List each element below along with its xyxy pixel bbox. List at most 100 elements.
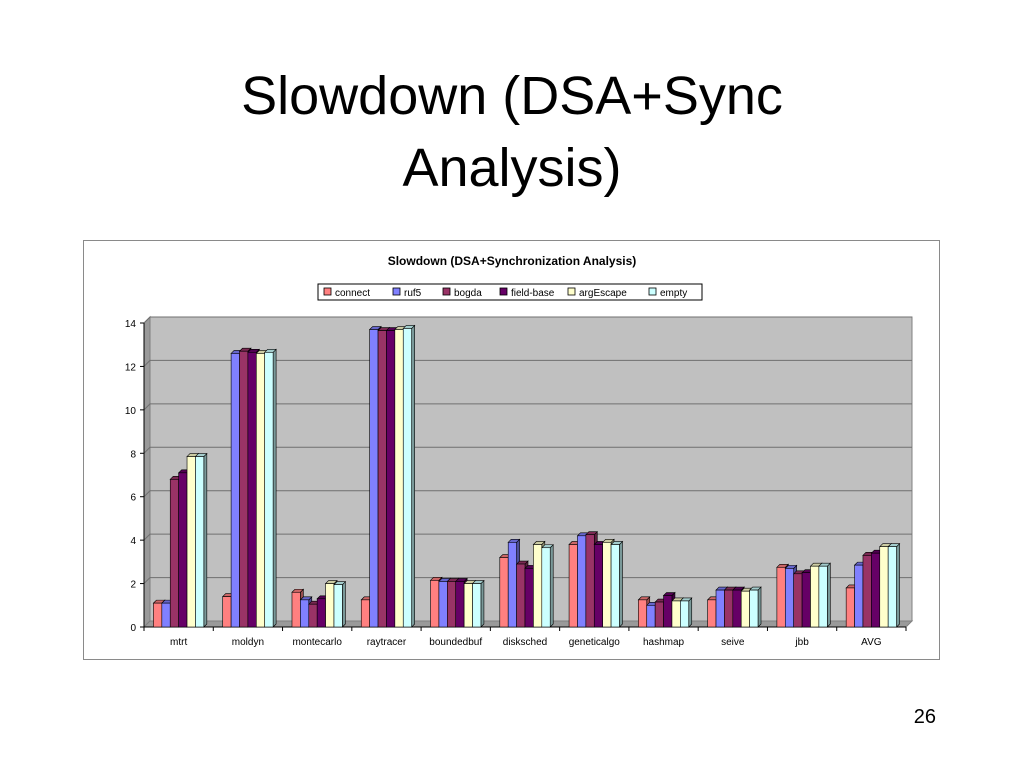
bar-empty-jbb [818, 565, 828, 628]
bar-empty-moldyn [264, 352, 274, 628]
bar-field-base-moldyn [247, 352, 257, 628]
bar-empty-boundedbuf [472, 583, 482, 628]
bar-side-empty-montecarlo [342, 580, 346, 628]
bar-field-base-AVG [871, 552, 881, 628]
bar-bogda-montecarlo [308, 603, 318, 628]
x-tick-label-boundedbuf: boundedbuf [429, 637, 482, 648]
bar-field-base-hashmap [663, 595, 673, 628]
bar-argEscape-mtrt [186, 456, 196, 628]
bar-connect-geneticalgo [568, 544, 578, 628]
y-tick-label-6: 6 [130, 493, 136, 504]
bar-empty-hashmap [680, 600, 690, 628]
bar-argEscape-jbb [810, 565, 820, 628]
legend-label-bogda: bogda [454, 288, 482, 299]
bar-argEscape-boundedbuf [463, 583, 473, 628]
bar-ruf5-disksched [507, 542, 517, 628]
gridline-12 [143, 359, 912, 367]
bar-ruf5-hashmap [646, 604, 656, 628]
y-tick-label-8: 8 [130, 449, 136, 460]
bar-argEscape-montecarlo [325, 583, 335, 628]
bar-bogda-boundedbuf [447, 581, 457, 628]
bar-side-empty-mtrt [203, 452, 208, 628]
bar-connect-raytracer [360, 599, 370, 628]
legend-swatch-argEscape [567, 287, 576, 296]
bar-field-base-raytracer [386, 330, 396, 628]
y-tick-label-2: 2 [130, 580, 136, 591]
bar-chart: Slowdown (DSA+Synchronization Analysis) c… [125, 254, 914, 648]
bar-ruf5-mtrt [161, 602, 171, 628]
bar-argEscape-seive [740, 590, 750, 628]
bar-empty-montecarlo [333, 584, 343, 628]
legend-swatch-empty [648, 287, 657, 296]
slide-title: Slowdown (DSA+Sync Analysis) [0, 60, 1024, 204]
slide-title-line-2: Analysis) [402, 138, 622, 198]
slide-title-line-1: Slowdown (DSA+Sync [241, 66, 783, 126]
bar-ruf5-moldyn [230, 353, 240, 628]
y-tick-label-4: 4 [130, 536, 136, 547]
gridline-14 [143, 316, 912, 324]
bar-bogda-hashmap [654, 601, 664, 628]
legend-swatch-connect [323, 287, 332, 296]
gridline-2 [143, 577, 912, 584]
bar-connect-montecarlo [291, 591, 301, 628]
x-tick-label-disksched: disksched [503, 637, 547, 648]
x-tick-label-jbb: jbb [794, 637, 809, 648]
bar-field-base-montecarlo [316, 598, 326, 628]
chart-title: Slowdown (DSA+Synchronization Analysis) [388, 254, 637, 268]
bar-side-empty-raytracer [411, 324, 415, 628]
slide-number: 26 [913, 706, 936, 728]
bar-ruf5-jbb [784, 568, 794, 628]
x-tick-label-mtrt: mtrt [170, 637, 187, 648]
bar-bogda-AVG [862, 555, 872, 628]
bar-connect-boundedbuf [430, 580, 440, 628]
bar-argEscape-geneticalgo [602, 542, 612, 628]
bar-side-empty-boundedbuf [480, 579, 485, 628]
x-tick-label-geneticalgo: geneticalgo [569, 637, 621, 648]
bar-ruf5-geneticalgo [577, 535, 587, 628]
legend-swatch-ruf5 [392, 287, 401, 296]
bar-connect-moldyn [222, 596, 232, 628]
x-tick-label-seive: seive [721, 637, 745, 648]
bar-connect-mtrt [153, 602, 163, 628]
y-tick-label-12: 12 [125, 362, 137, 373]
x-tick-label-AVG: AVG [861, 637, 882, 648]
bar-empty-geneticalgo [610, 544, 620, 628]
x-tick-label-hashmap: hashmap [643, 637, 685, 648]
gridline-8 [143, 446, 912, 454]
bar-side-empty-geneticalgo [619, 540, 623, 628]
bar-bogda-disksched [516, 563, 526, 628]
bar-field-base-seive [732, 589, 742, 628]
legend-label-connect: connect [335, 288, 370, 299]
bar-argEscape-moldyn [256, 353, 266, 628]
bar-field-base-boundedbuf [455, 581, 465, 628]
bar-side-empty-moldyn [272, 348, 277, 628]
legend-label-ruf5: ruf5 [404, 288, 422, 299]
bar-connect-seive [707, 599, 717, 628]
bar-connect-AVG [845, 587, 855, 628]
bar-ruf5-AVG [854, 564, 864, 628]
bar-bogda-mtrt [169, 479, 179, 628]
bar-empty-mtrt [195, 456, 205, 628]
bar-ruf5-raytracer [369, 329, 379, 628]
legend-swatch-field-base [499, 287, 508, 296]
legend-swatch-bogda [442, 287, 451, 296]
legend-box [317, 283, 703, 301]
bar-bogda-seive [724, 589, 734, 628]
bar-side-empty-AVG [896, 542, 900, 628]
y-tick-label-10: 10 [125, 406, 137, 417]
bar-field-base-geneticalgo [593, 544, 603, 628]
x-tick-label-montecarlo: montecarlo [292, 637, 342, 648]
bar-bogda-geneticalgo [585, 534, 595, 628]
bar-argEscape-hashmap [671, 600, 681, 628]
bar-empty-disksched [541, 547, 551, 628]
bar-ruf5-montecarlo [300, 599, 310, 628]
y-tick-label-0: 0 [130, 623, 136, 634]
legend-label-argEscape: argEscape [579, 288, 627, 299]
legend-label-empty: empty [660, 288, 687, 299]
bar-argEscape-raytracer [394, 329, 404, 628]
x-tick-label-raytracer: raytracer [367, 637, 407, 648]
bar-field-base-mtrt [178, 472, 188, 628]
gridline-6 [143, 490, 912, 498]
bar-bogda-raytracer [377, 330, 387, 628]
x-tick-label-moldyn: moldyn [232, 637, 264, 648]
